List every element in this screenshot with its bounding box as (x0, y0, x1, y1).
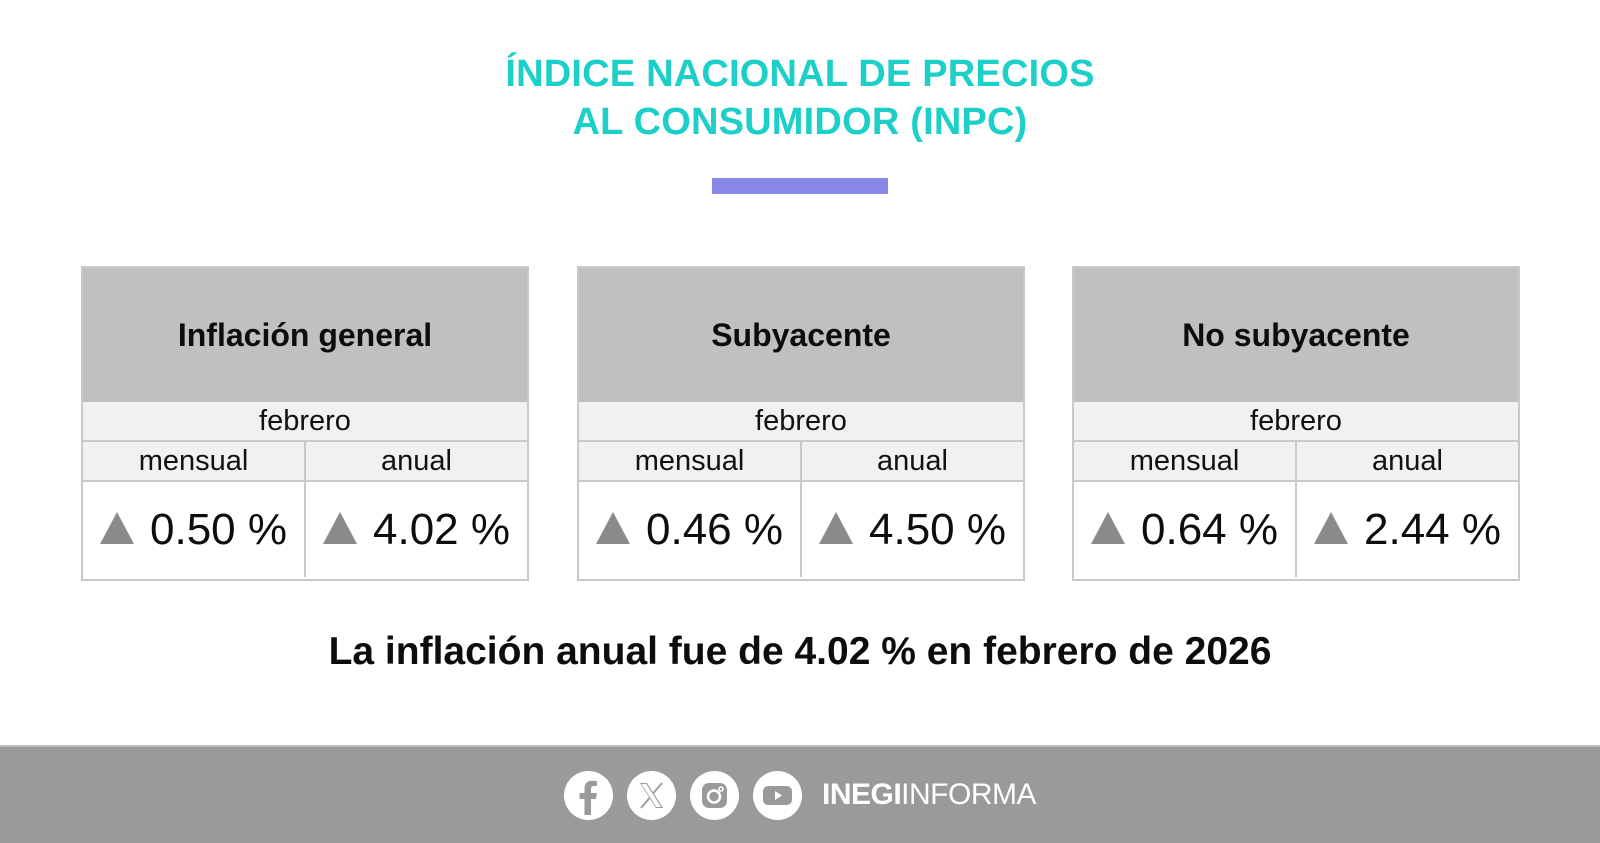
anual-cell: 4.50 % (800, 482, 1023, 577)
title-line-2: AL CONSUMIDOR (INPC) (572, 101, 1028, 143)
values-row: 0.50 % 4.02 % (83, 482, 527, 577)
up-triangle-icon (596, 511, 630, 544)
period-label: febrero (1074, 402, 1518, 442)
mensual-value: 0.46 % (646, 504, 783, 554)
title-line-1: ÍNDICE NACIONAL DE PRECIOS (505, 53, 1095, 95)
mensual-cell: 0.46 % (579, 482, 800, 577)
up-triangle-icon (323, 511, 357, 544)
instagram-icon[interactable] (689, 770, 739, 820)
page-title: ÍNDICE NACIONAL DE PRECIOS AL CONSUMIDOR… (0, 50, 1600, 146)
card-inflacion-general: Inflación general febrero mensual anual … (81, 266, 529, 581)
column-headers: mensual anual (83, 442, 527, 482)
mensual-value: 0.50 % (150, 504, 287, 554)
card-title: Inflación general (83, 268, 527, 402)
anual-value: 2.44 % (1364, 504, 1501, 554)
up-triangle-icon (1314, 511, 1348, 544)
card-title: Subyacente (579, 268, 1023, 402)
anual-value: 4.02 % (373, 504, 510, 554)
col-mensual: mensual (634, 444, 745, 477)
up-triangle-icon (1091, 511, 1125, 544)
up-triangle-icon (100, 511, 134, 544)
card-subyacente: Subyacente febrero mensual anual 0.46 % … (577, 266, 1025, 581)
column-headers: mensual anual (1074, 442, 1518, 482)
period-label: febrero (83, 402, 527, 442)
mensual-cell: 0.64 % (1074, 482, 1295, 577)
brand-light: INFORMA (901, 778, 1036, 811)
col-mensual: mensual (138, 444, 249, 477)
accent-divider (712, 178, 888, 194)
mensual-cell: 0.50 % (83, 482, 304, 577)
values-row: 0.64 % 2.44 % (1074, 482, 1518, 577)
footer-bar: INEGIINFORMA (0, 745, 1600, 843)
anual-cell: 4.02 % (304, 482, 527, 577)
brand-bold: INEGI (821, 778, 902, 811)
values-row: 0.46 % 4.50 % (579, 482, 1023, 577)
col-mensual: mensual (1129, 444, 1240, 477)
mensual-value: 0.64 % (1141, 504, 1278, 554)
column-headers: mensual anual (579, 442, 1023, 482)
x-icon[interactable] (626, 770, 676, 820)
up-triangle-icon (819, 511, 853, 544)
anual-cell: 2.44 % (1295, 482, 1518, 577)
col-anual: anual (1295, 442, 1518, 480)
period-label: febrero (579, 402, 1023, 442)
card-title: No subyacente (1074, 268, 1518, 402)
col-anual: anual (304, 442, 527, 480)
col-anual: anual (800, 442, 1023, 480)
facebook-icon[interactable] (563, 770, 613, 820)
anual-value: 4.50 % (869, 504, 1006, 554)
summary-statement: La inflación anual fue de 4.02 % en febr… (328, 630, 1272, 673)
youtube-icon[interactable] (752, 770, 802, 820)
brand-inegi-informa: INEGIINFORMA (821, 778, 1037, 812)
card-no-subyacente: No subyacente febrero mensual anual 0.64… (1072, 266, 1520, 581)
